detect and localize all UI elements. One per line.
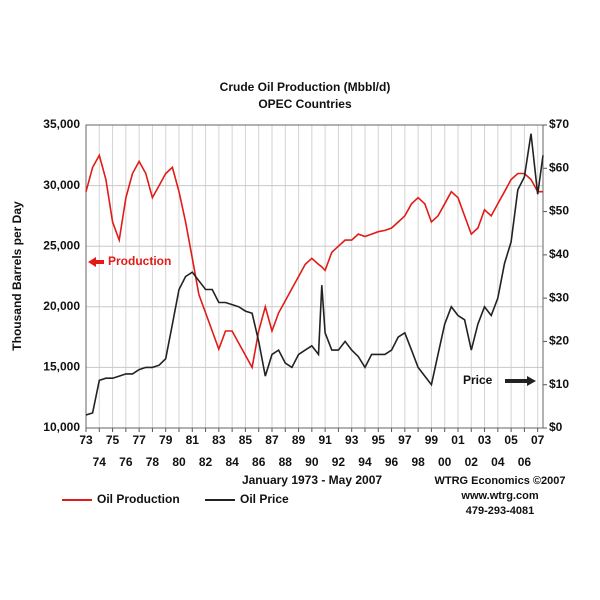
x-tick-label: 06 [518, 455, 532, 469]
y2-tick-label: $50 [549, 204, 569, 218]
x-tick-label: 81 [186, 433, 200, 447]
x-tick-label: 87 [265, 433, 279, 447]
x-tick-label: 00 [438, 455, 452, 469]
x-tick-label: 92 [332, 455, 346, 469]
x-tick-label: 78 [146, 455, 160, 469]
y2-tick-label: $30 [549, 290, 569, 304]
x-axis-label: January 1973 - May 2007 [242, 473, 382, 487]
y-tick-label: 30,000 [43, 178, 80, 192]
x-tick-label: 89 [292, 433, 306, 447]
x-tick-label: 01 [451, 433, 465, 447]
x-tick-label: 86 [252, 455, 266, 469]
source: www.wtrg.com [460, 490, 538, 502]
annotation: Production [108, 254, 171, 268]
x-tick-label: 07 [531, 433, 545, 447]
arrow [505, 376, 536, 386]
chart-title: Crude Oil Production (Mbbl/d) [220, 80, 391, 94]
y-tick-label: 25,000 [43, 238, 80, 252]
x-tick-label: 85 [239, 433, 253, 447]
x-tick-label: 98 [411, 455, 425, 469]
x-tick-label: 79 [159, 433, 173, 447]
y-tick-label: 10,000 [43, 420, 80, 434]
plot-frame [85, 124, 544, 429]
x-tick-label: 77 [132, 433, 146, 447]
y2-tick-label: $60 [549, 160, 569, 174]
x-tick-label: 95 [372, 433, 386, 447]
arrow [88, 257, 104, 267]
x-tick-label: 83 [212, 433, 226, 447]
x-tick-label: 05 [504, 433, 518, 447]
x-tick-label: 99 [425, 433, 439, 447]
y2-tick-label: $10 [549, 377, 569, 391]
source: 479-293-4081 [466, 505, 535, 517]
x-tick-label: 04 [491, 455, 505, 469]
y2-tick-label: $20 [549, 334, 569, 348]
x-tick-label: 82 [199, 455, 213, 469]
source: WTRG Economics ©2007 [435, 475, 566, 487]
annotation: Price [463, 373, 493, 387]
series-line [85, 133, 544, 416]
x-tick-label: 74 [93, 455, 107, 469]
x-tick-label: 91 [318, 433, 332, 447]
plot-area [86, 125, 543, 428]
y-tick-label: 35,000 [43, 117, 80, 131]
x-tick-label: 84 [225, 455, 239, 469]
legend-label: Oil Price [240, 492, 289, 506]
x-tick-label: 96 [385, 455, 399, 469]
x-tick-label: 02 [465, 455, 479, 469]
x-tick-label: 76 [119, 455, 133, 469]
series-line [85, 153, 543, 370]
y-axis-label: Thousand Barrels per Day [10, 201, 24, 351]
x-tick-label: 93 [345, 433, 359, 447]
y2-tick-label: $70 [549, 117, 569, 131]
x-tick-label: 80 [172, 455, 186, 469]
x-tick-label: 75 [106, 433, 120, 447]
legend-label: Oil Production [97, 492, 180, 506]
x-tick-label: 88 [279, 455, 293, 469]
x-tick-label: 94 [358, 455, 372, 469]
y2-tick-label: $0 [549, 420, 563, 434]
chart-subtitle: OPEC Countries [258, 97, 352, 111]
x-tick-label: 73 [79, 433, 93, 447]
x-tick-label: 03 [478, 433, 492, 447]
x-tick-label: 97 [398, 433, 412, 447]
x-tick-label: 90 [305, 455, 319, 469]
y2-tick-label: $40 [549, 247, 569, 261]
y-tick-label: 20,000 [43, 299, 80, 313]
y-tick-label: 15,000 [43, 360, 80, 374]
